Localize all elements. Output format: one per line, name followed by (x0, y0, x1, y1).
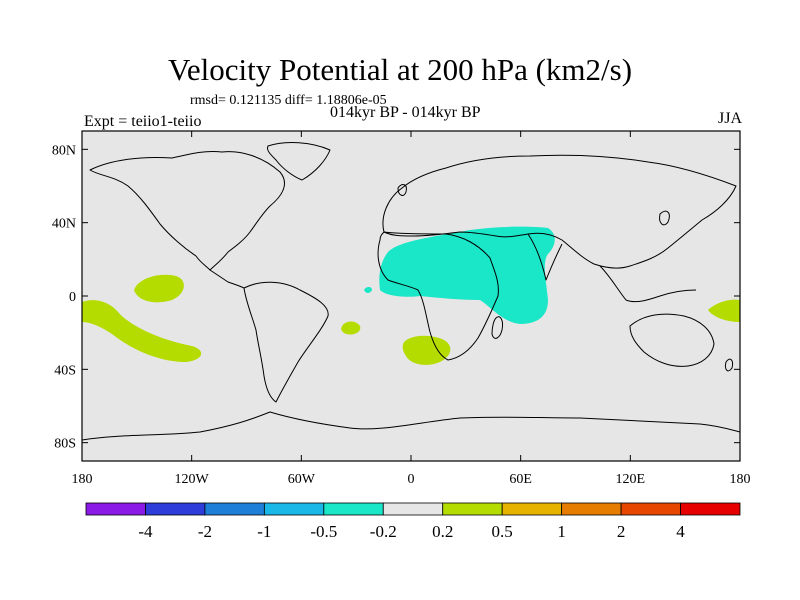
lat-tick-label: 40S (54, 363, 76, 378)
subtitle: 014kyr BP - 014kyr BP (330, 104, 481, 121)
coast-uk (397, 184, 407, 196)
longitude-axis: 180 120W 60W 0 60E 120E 180 (72, 131, 751, 487)
coast-new-zealand (725, 358, 733, 372)
coast-madagascar (491, 316, 503, 339)
anomaly-fields (82, 226, 740, 365)
coast-india (527, 233, 563, 281)
lat-tick-label: 80S (54, 437, 76, 452)
lat-tick-label: 80N (52, 143, 76, 158)
coast-japan (659, 210, 670, 226)
colorbar-swatch (145, 502, 206, 516)
lon-tick-label: 120W (175, 472, 210, 487)
lon-tick-label: 0 (408, 472, 415, 487)
colorbar-label: 0.2 (432, 522, 453, 541)
stats-line: rmsd= 0.121135 diff= 1.18806e-05 (190, 93, 387, 108)
colorbar-label: -2 (198, 522, 212, 541)
colorbar-label: 4 (676, 522, 685, 541)
positive-region-west-pacific (708, 299, 740, 322)
coast-antarctica (82, 411, 740, 441)
colorbar-swatch (85, 502, 146, 516)
coast-north-america (89, 151, 285, 271)
colorbar-swatch (263, 502, 325, 516)
negative-region-africa-asia (379, 226, 555, 324)
lat-tick-label: 0 (69, 290, 76, 305)
colorbar-swatch (442, 502, 503, 516)
positive-region-south-atlantic (341, 321, 361, 335)
latitude-axis: 80N 40N 0 40S 80S (52, 143, 740, 452)
lon-tick-label: 60W (288, 472, 316, 487)
lon-tick-label: 180 (72, 472, 93, 487)
season-label: JJA (717, 110, 742, 127)
colorbar-label: 2 (617, 522, 626, 541)
lat-tick-label: 40N (52, 217, 76, 232)
positive-region-central-pacific (134, 274, 184, 303)
map-title: Velocity Potential at 200 hPa (km2/s) (167, 52, 633, 87)
colorbar-label: -4 (138, 522, 153, 541)
colorbar-swatch (204, 502, 265, 516)
coastlines (82, 142, 740, 441)
colorbar: -4 -2 -1 -0.5 -0.2 0.2 0.5 1 2 4 (85, 502, 741, 541)
colorbar-label: 1 (557, 522, 566, 541)
coast-southeast-asia (599, 265, 697, 303)
colorbar-swatch (501, 502, 563, 516)
coast-eurasia (382, 154, 737, 269)
colorbar-label: -0.5 (310, 522, 337, 541)
colorbar-swatch (620, 502, 681, 516)
coast-africa (377, 231, 499, 361)
colorbar-swatch (323, 502, 384, 516)
colorbar-swatch (382, 502, 444, 516)
coast-greenland (267, 142, 331, 181)
colorbar-label: -0.2 (370, 522, 397, 541)
coast-australia (629, 313, 715, 367)
colorbar-label: -1 (257, 522, 271, 541)
lon-tick-label: 120E (616, 472, 646, 487)
lon-tick-label: 180 (730, 472, 751, 487)
coast-central-america (209, 269, 245, 289)
experiment-label: Expt = teiio1-teiio (84, 113, 202, 130)
negative-region-small (364, 287, 372, 293)
positive-region-south-pacific (82, 300, 202, 362)
colorbar-swatch (680, 502, 741, 516)
colorbar-swatch (561, 502, 622, 516)
colorbar-label: 0.5 (492, 522, 513, 541)
lon-tick-label: 60E (509, 472, 532, 487)
coast-south-america (243, 281, 329, 403)
positive-region-south-africa (402, 335, 451, 365)
